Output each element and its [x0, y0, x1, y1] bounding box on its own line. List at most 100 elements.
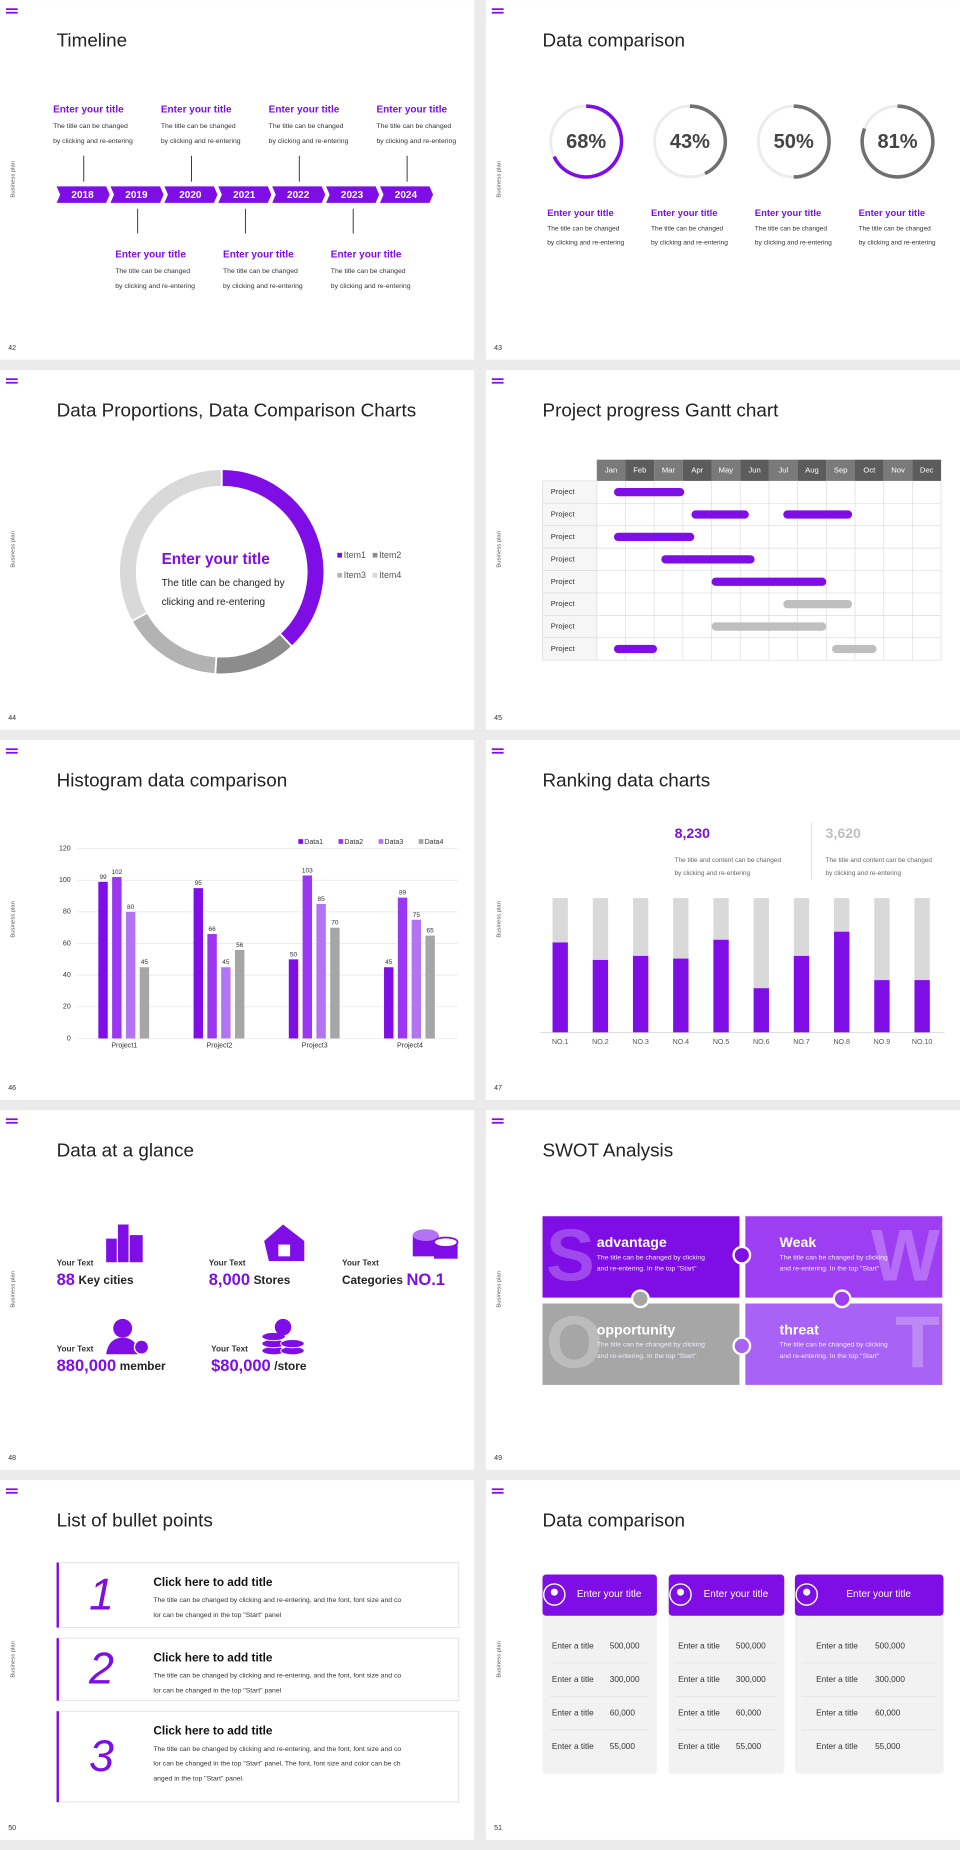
event-text: by clicking and re-entering — [269, 138, 349, 145]
card-header — [542, 1574, 657, 1616]
item-value: 880,000 member — [57, 1358, 166, 1376]
swot-text: The title can be changed by clicking — [597, 1254, 705, 1261]
stat-text: The title and content can be changed — [675, 857, 782, 864]
slide: Business plan 43 Data comparison 68% Enter y… — [485, 0, 960, 360]
swot-text: The title can be changed by clicking — [780, 1254, 888, 1261]
icon-part — [278, 1244, 291, 1257]
year-label: 2022 — [287, 190, 310, 201]
legend-swatch — [378, 839, 384, 844]
icon — [106, 1224, 143, 1263]
icon-part — [433, 1236, 459, 1248]
slide-title: Timeline — [57, 29, 128, 50]
slide: Business plan 48 Data at a glance Your Text… — [0, 1110, 475, 1470]
side-label: Business plan — [11, 1641, 17, 1678]
swot-letter: T — [895, 1303, 940, 1384]
value-text: /store — [274, 1360, 307, 1373]
swot-cell — [542, 1303, 740, 1385]
bar — [834, 931, 850, 1033]
row-label: Project — [551, 599, 576, 608]
card-icon — [550, 1588, 558, 1596]
month-label: Mar — [662, 465, 676, 474]
card-title: Enter your title — [704, 1589, 769, 1600]
event-title: Enter your title — [331, 249, 402, 260]
y-tick-label: 100 — [59, 877, 71, 884]
bullet-number: 2 — [88, 1644, 114, 1694]
swot-letter: W — [871, 1215, 940, 1296]
bar — [193, 888, 203, 1039]
slide-bg — [485, 0, 960, 360]
puzzle-knob — [732, 1336, 752, 1356]
data-label: 50 — [290, 951, 298, 958]
data-label: 103 — [302, 867, 313, 874]
slide: Business plan 46 Histogram data comparison… — [0, 740, 475, 1100]
logo — [5, 381, 18, 384]
data-label: 102 — [111, 869, 122, 876]
data-label: 45 — [141, 959, 149, 966]
bullet-number: 3 — [89, 1731, 114, 1781]
icon-part — [412, 1235, 439, 1257]
card-icon — [795, 1583, 819, 1606]
year-label: 2020 — [179, 190, 202, 201]
year-segment — [326, 186, 380, 203]
month-header — [654, 459, 683, 481]
swot-text: The title can be changed by clicking — [597, 1342, 705, 1349]
cell-value: 500,000 — [875, 1642, 905, 1651]
ring-text: The title can be changed — [547, 226, 620, 233]
event-text: The title can be changed — [376, 123, 451, 130]
item-label: Your Text — [211, 1345, 248, 1354]
event-title: Enter your title — [269, 104, 340, 115]
gantt-bar — [613, 644, 658, 654]
month-label: Sep — [834, 465, 848, 474]
month-header — [682, 459, 712, 481]
ring-text: by clicking and re-entering — [547, 240, 624, 247]
icon-part — [106, 1238, 117, 1263]
card-icon — [542, 1583, 566, 1606]
ring-text: by clicking and re-entering — [859, 240, 936, 247]
logo — [5, 1488, 18, 1491]
cell-value: 500,000 — [610, 1642, 640, 1651]
cell-value: 60,000 — [736, 1709, 762, 1718]
x-tick-label: NO.6 — [753, 1039, 770, 1046]
bar — [112, 877, 122, 1039]
cell-value: 55,000 — [736, 1742, 762, 1751]
icon — [412, 1229, 459, 1259]
bar — [592, 959, 609, 1033]
year-segment — [379, 186, 434, 203]
month-header — [625, 459, 655, 481]
year-label: 2024 — [395, 190, 418, 201]
cell-value: 60,000 — [610, 1709, 636, 1718]
month-header — [596, 459, 626, 481]
swot-title: opportunity — [597, 1321, 676, 1337]
x-tick-label: NO.9 — [874, 1039, 891, 1046]
bar — [632, 955, 649, 1033]
swot-text: The title can be changed by clicking — [780, 1342, 888, 1349]
value-emphasis: 8,000 — [209, 1271, 250, 1289]
legend-label: Data2 — [344, 839, 363, 846]
side-label: Business plan — [496, 1271, 502, 1308]
ring-title: Enter your title — [859, 207, 926, 218]
row-label: Project — [551, 487, 576, 496]
cell-label: Enter a title — [678, 1709, 720, 1718]
slide: Business plan 44 Data Proportions, Data Co… — [0, 370, 475, 730]
bar — [397, 897, 408, 1039]
gantt-bar — [711, 622, 827, 631]
side-label: Business plan — [496, 901, 502, 938]
card-title: Enter your title — [577, 1589, 642, 1600]
bullet-text: The title can be changed by clicking and… — [153, 1597, 401, 1604]
slide-title: List of bullet points — [57, 1509, 213, 1530]
event-title: Enter your title — [223, 249, 294, 260]
icon — [264, 1224, 305, 1262]
slide: Business plan 50 List of bullet points 1 Cli… — [0, 1480, 475, 1840]
side-label: Business plan — [11, 161, 17, 198]
x-tick-label: NO.8 — [833, 1039, 850, 1046]
legend-swatch — [337, 572, 343, 578]
cell-label: Enter a title — [816, 1675, 858, 1684]
slide: Business plan 49 SWOT Analysis S advantage Th… — [485, 1110, 960, 1470]
month-label: Feb — [633, 465, 646, 474]
x-tick-label: NO.7 — [793, 1039, 810, 1046]
logo — [491, 1121, 504, 1124]
bullet-text: anged in the top "Start" panel. — [153, 1775, 244, 1782]
icon-part — [280, 1339, 305, 1349]
data-label: 99 — [99, 874, 107, 881]
gantt-bar — [613, 487, 685, 497]
